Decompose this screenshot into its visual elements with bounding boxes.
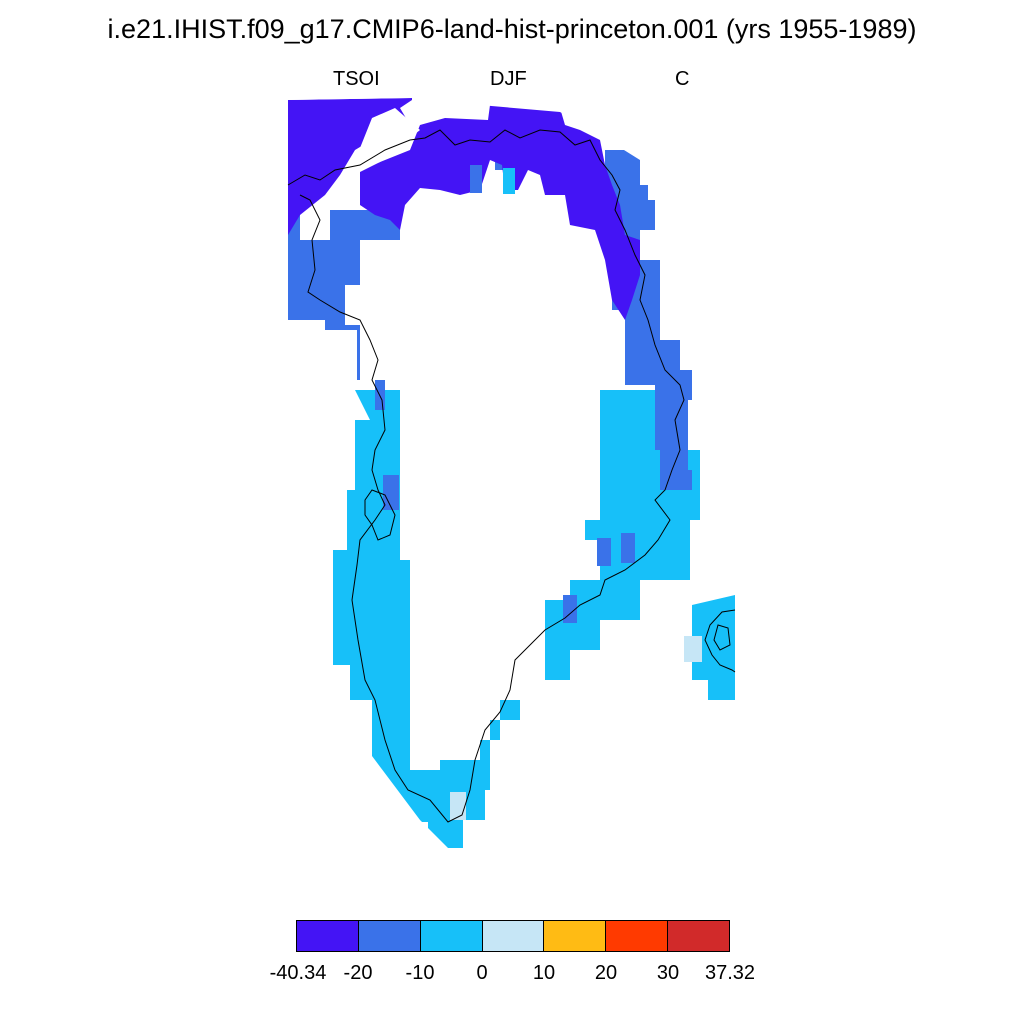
colorbar-box [668, 921, 730, 951]
coastline-island [713, 624, 731, 651]
colorbar-label: 0 [476, 962, 488, 984]
colorbar-box [297, 921, 359, 951]
coastline-fjord [364, 489, 396, 541]
field-light-blue-east [692, 595, 735, 700]
field-pale-cell [450, 792, 466, 820]
sea-gap [400, 100, 420, 125]
colorbar-box [606, 921, 669, 951]
colorbar [296, 920, 730, 952]
colorbar-label: 20 [594, 962, 618, 984]
sea-gap [348, 108, 420, 178]
colorbar-label: -20 [343, 962, 373, 984]
colorbar-box [420, 921, 483, 951]
field-medium-blue-cell [563, 595, 577, 623]
season-label: DJF [490, 68, 527, 90]
field-pale-cell [684, 636, 702, 662]
coastline [287, 129, 736, 823]
field-medium-blue-cell [503, 168, 515, 194]
field-medium-blue-cell [383, 475, 399, 510]
field-light-blue [333, 390, 700, 848]
colorbar-box [544, 921, 607, 951]
colorbar-label: 30 [656, 962, 680, 984]
field-medium-blue-cell [470, 165, 482, 193]
temperature-field [288, 98, 735, 848]
field-medium-blue-cell [621, 533, 635, 563]
field-medium-blue-cell [597, 538, 611, 566]
colorbar-label: -10 [405, 962, 435, 984]
colorbar-label: -40.34 [269, 962, 327, 984]
coastline-west [287, 129, 685, 823]
colorbar-box [482, 921, 545, 951]
field-medium-blue [288, 200, 400, 410]
coastline-east [704, 609, 736, 673]
variable-label: TSOI [333, 68, 380, 90]
colorbar-label: 37.32 [704, 962, 756, 984]
units-label: C [675, 68, 690, 90]
field-dark-blue [360, 105, 640, 320]
colorbar-label: 10 [532, 962, 556, 984]
map-title: i.e21.IHIST.f09_g17.CMIP6-land-hist-prin… [107, 14, 917, 44]
colorbar-box [358, 921, 421, 951]
